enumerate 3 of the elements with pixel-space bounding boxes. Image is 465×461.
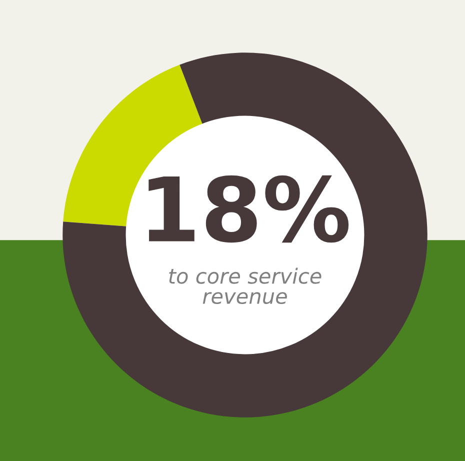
- text: 18%: [148, 175, 349, 243]
- donut-slice: [62, 52, 428, 418]
- text: to core service revenue: [169, 268, 322, 304]
